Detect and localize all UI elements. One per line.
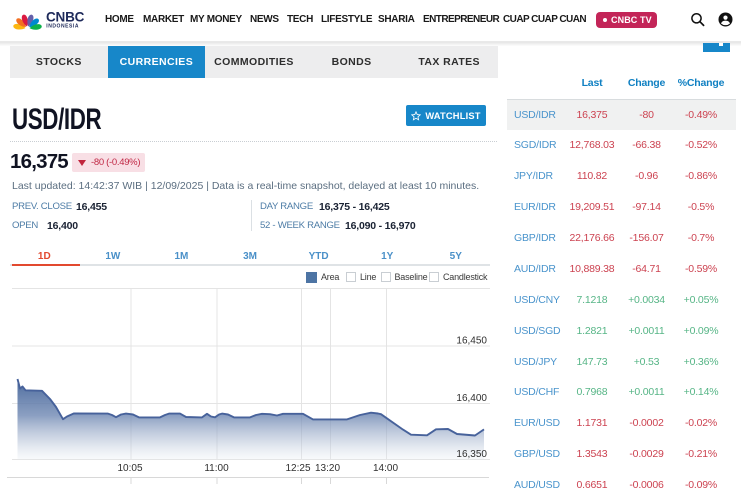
svg-text:14:00: 14:00: [373, 463, 398, 474]
svg-text:12:25: 12:25: [285, 463, 310, 474]
svg-text:16,400: 16,400: [456, 393, 487, 404]
svg-text:CNBC: CNBC: [46, 10, 85, 25]
svg-text:11:00: 11:00: [204, 463, 229, 474]
svg-text:16,450: 16,450: [456, 336, 487, 347]
svg-text:13:20: 13:20: [315, 463, 340, 474]
svg-text:10:05: 10:05: [117, 463, 142, 474]
svg-text:16,350: 16,350: [456, 449, 487, 460]
svg-text:INDONESIA: INDONESIA: [46, 24, 79, 30]
